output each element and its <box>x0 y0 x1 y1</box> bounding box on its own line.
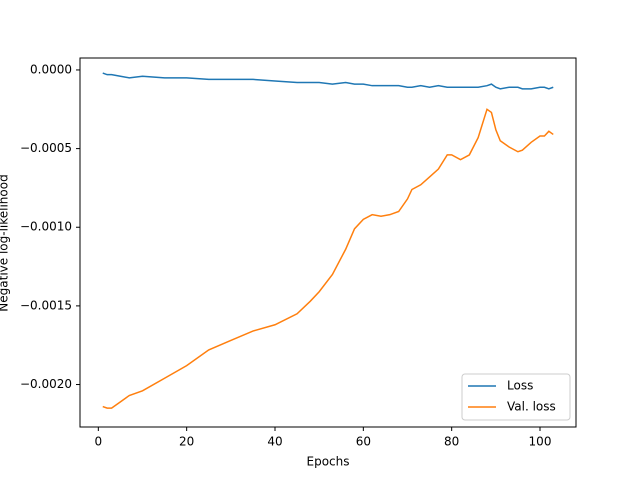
x-tick-label: 40 <box>267 435 282 449</box>
legend: Loss Val. loss <box>461 373 571 421</box>
x-tick-label: 80 <box>444 435 459 449</box>
legend-label: Loss <box>507 379 533 393</box>
axes-frame <box>79 57 577 428</box>
y-tick-label: −0.0015 <box>20 298 72 312</box>
x-tick-label: 60 <box>356 435 371 449</box>
y-axis-label: Negative log-likelihood <box>0 174 11 311</box>
y-tick-label: 0.0000 <box>30 62 72 76</box>
x-tick-label: 0 <box>95 435 103 449</box>
x-tick-label: 100 <box>529 435 552 449</box>
y-tick-label: −0.0020 <box>20 377 72 391</box>
y-tick-label: −0.0005 <box>20 141 72 155</box>
line <box>102 72 554 90</box>
legend-label: Val. loss <box>507 400 556 414</box>
x-tick-label: 20 <box>179 435 194 449</box>
y-tick-label: −0.0010 <box>20 220 72 234</box>
x-axis-label: Epochs <box>307 455 350 469</box>
line <box>102 108 554 409</box>
